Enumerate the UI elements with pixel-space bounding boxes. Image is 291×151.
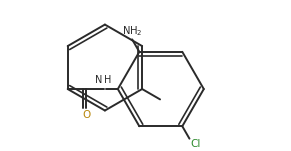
Text: N: N [95, 75, 103, 85]
Text: NH$_2$: NH$_2$ [122, 24, 142, 38]
Text: H: H [104, 75, 112, 85]
Text: Cl: Cl [190, 140, 200, 149]
Text: O: O [83, 110, 91, 120]
